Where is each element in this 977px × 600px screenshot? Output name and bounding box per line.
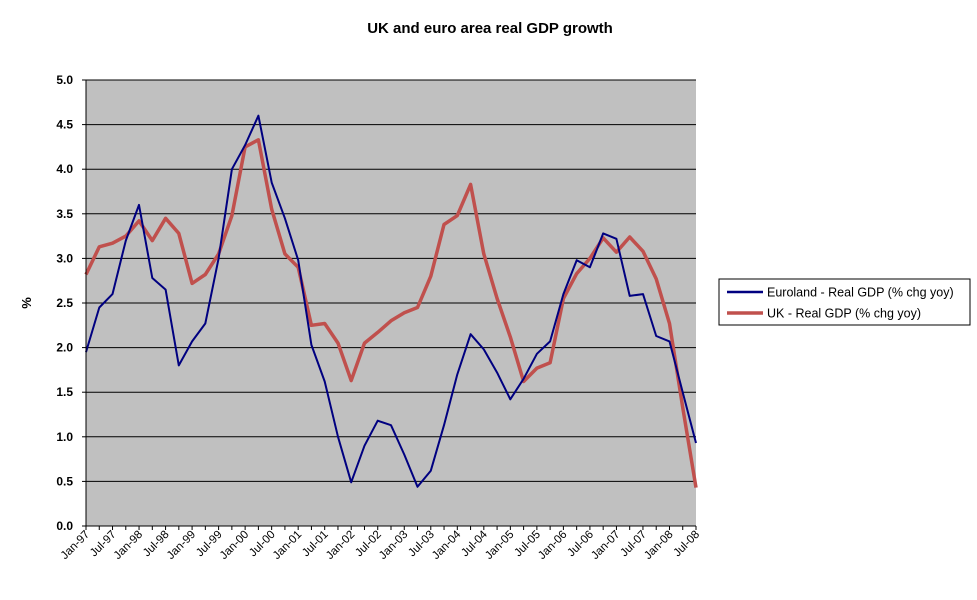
x-tick-label: Jan-06 [536,529,569,562]
x-tick-label: Jan-02 [324,529,357,562]
y-tick-label: 4.0 [56,162,73,176]
legend-label-euroland: Euroland - Real GDP (% chg yoy) [767,286,954,300]
series-lines [84,114,698,488]
x-tick-label: Jan-04 [430,528,464,562]
y-axis-ticks: 0.0 0.5 1.0 1.5 2.0 2.5 3.0 3.5 4.0 4.5 5.0 [56,73,86,533]
y-tick-label: 2.5 [56,296,73,310]
x-tick-label: Jan-05 [483,529,516,562]
legend-label-uk: UK - Real GDP (% chg yoy) [767,307,921,321]
x-tick-label: Jan-98 [112,529,145,562]
y-tick-label: 3.0 [56,251,73,265]
x-tick-label: Jan-99 [165,529,198,562]
x-tick-label: Jan-08 [642,529,675,562]
y-tick-label: 2.0 [56,341,73,355]
x-tick-label: Jan-03 [377,529,410,562]
series-line-euroland [85,114,697,488]
y-tick-label: 1.0 [56,430,73,444]
grid-lines [86,79,696,482]
x-tick-label: Jan-01 [271,529,304,562]
y-tick-label: 0.0 [56,519,73,533]
legend-box [718,278,971,326]
y-tick-label: 1.5 [56,385,73,399]
x-tick-label: Jul-08 [671,529,702,560]
x-tick-label: Jan-97 [59,529,92,562]
y-tick-label: 3.5 [56,207,73,221]
y-axis-label: % [19,297,34,309]
y-tick-label: 5.0 [56,73,73,87]
y-tick-label: 4.5 [56,118,73,132]
legend: Euroland - Real GDP (% chg yoy) UK - Rea… [718,278,971,326]
y-tick-label: 0.5 [56,474,73,488]
chart-title: UK and euro area real GDP growth [367,20,613,37]
x-axis-ticks: Jan-97Jul-97Jan-98Jul-98Jan-99Jul-99Jan-… [59,526,702,562]
series-line-uk [84,138,698,488]
x-tick-label: Jan-00 [218,529,251,562]
x-tick-label: Jan-07 [589,529,622,562]
